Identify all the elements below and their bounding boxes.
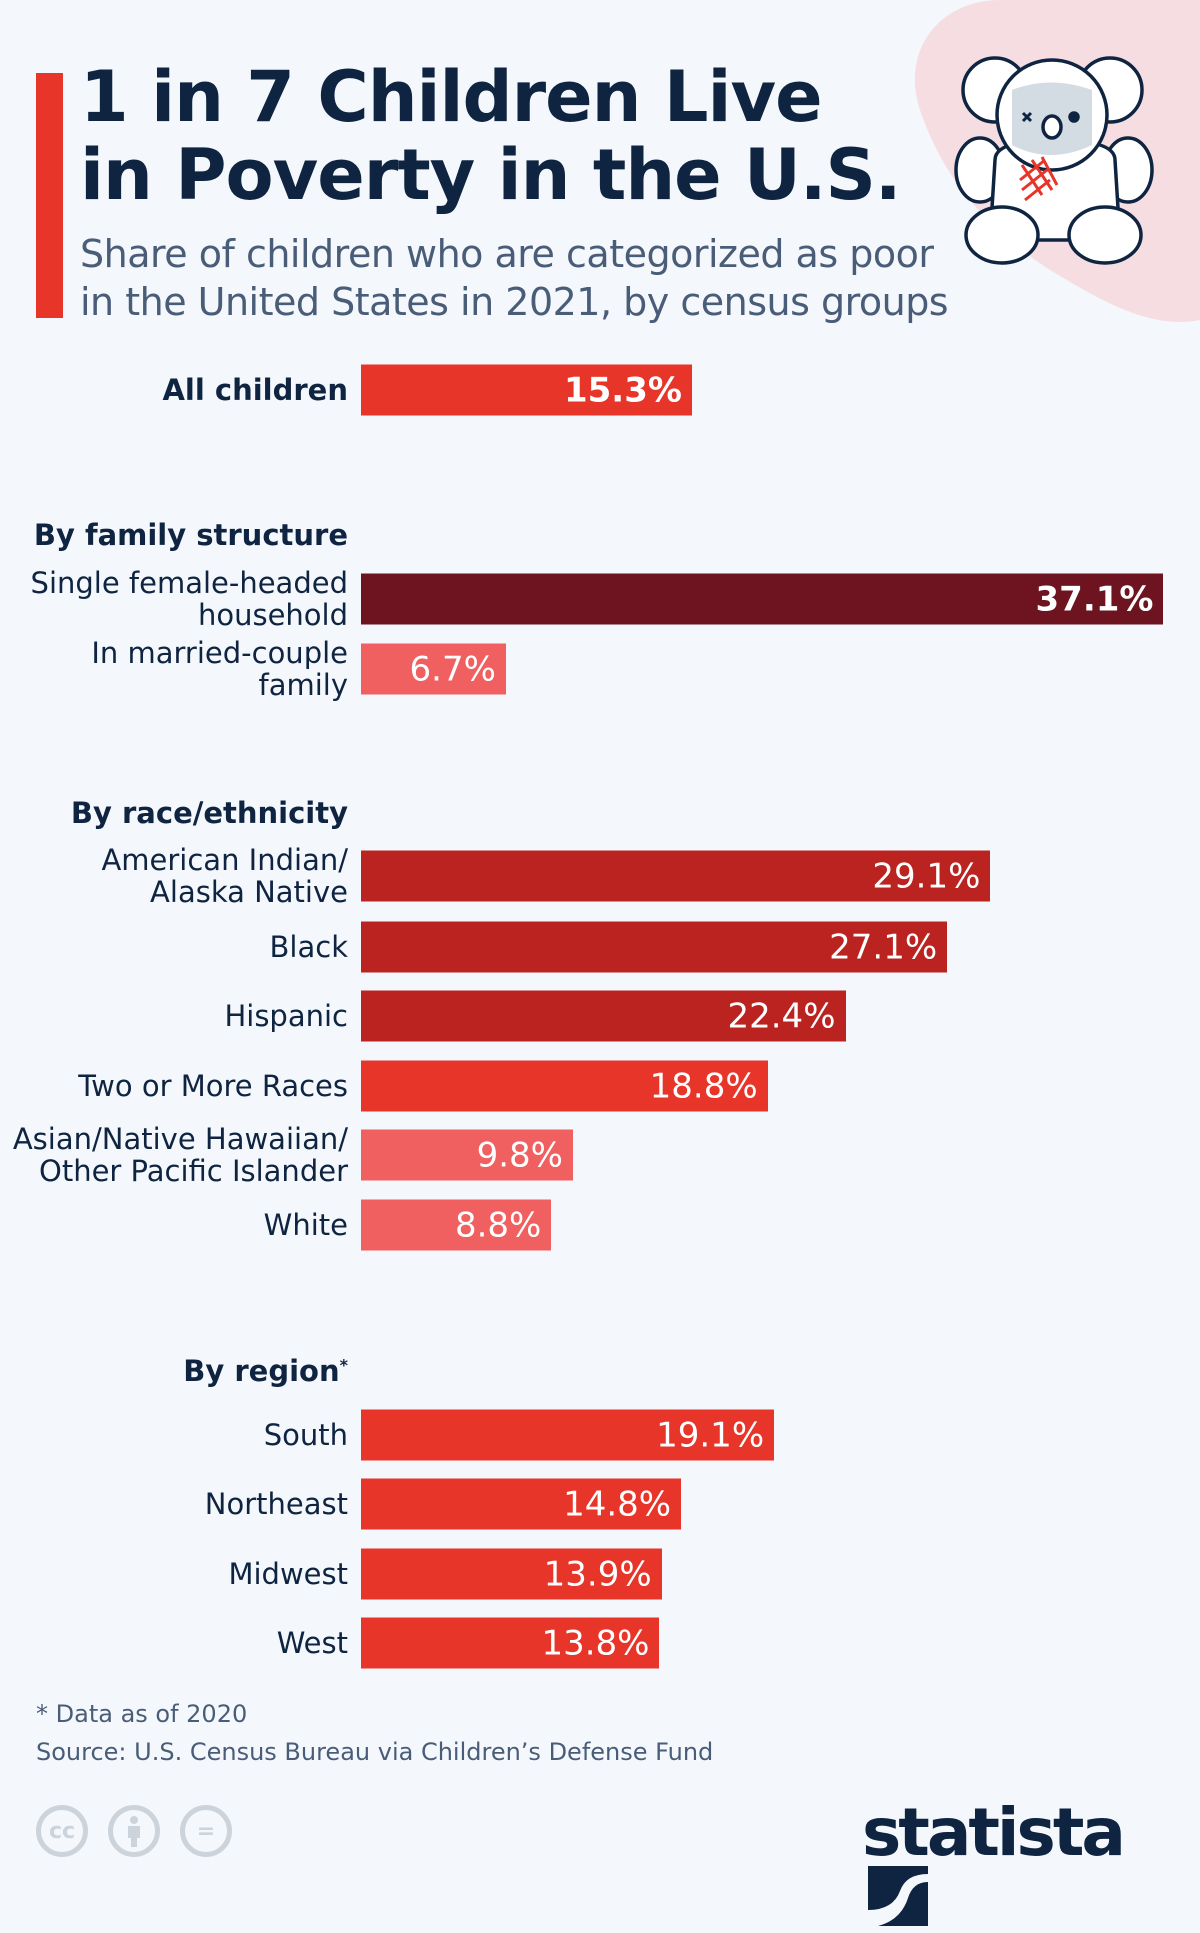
teddy-bear-icon — [954, 56, 1154, 265]
chart-title: 1 in 7 Children Live in Poverty in the U.… — [80, 56, 901, 216]
bar-label: Single female-headed household — [30, 566, 348, 632]
data-label: 27.1% — [829, 927, 938, 967]
group-header: By family structure — [33, 518, 348, 552]
bar-label: White — [263, 1208, 348, 1242]
bar: 19.1% — [361, 1409, 775, 1461]
data-label: 13.8% — [541, 1623, 650, 1663]
bar-label: All children — [162, 373, 348, 407]
bar: 6.7% — [361, 643, 506, 695]
bar: 18.8% — [361, 1060, 768, 1112]
bar-label: Two or More Races — [78, 1069, 348, 1103]
group-header: By region* — [183, 1354, 348, 1388]
bar-label: West — [276, 1626, 348, 1660]
statista-logo[interactable]: statista — [862, 1800, 1200, 1933]
data-label: 9.8% — [476, 1135, 563, 1175]
statista-logo-icon — [868, 1866, 928, 1926]
bar: 15.3% — [361, 364, 692, 416]
data-label: 22.4% — [727, 996, 836, 1036]
data-label: 13.9% — [543, 1554, 652, 1594]
data-label: 15.3% — [563, 370, 682, 410]
bar: 8.8% — [361, 1199, 552, 1251]
bar-label: American Indian/Alaska Native — [101, 843, 348, 909]
bar: 22.4% — [361, 990, 846, 1042]
bar: 9.8% — [361, 1129, 573, 1181]
bar-label: Asian/Native Hawaiian/Other Pacific Isla… — [12, 1122, 348, 1188]
attribution-icon[interactable] — [108, 1805, 160, 1857]
no-derivatives-icon[interactable]: = — [180, 1805, 232, 1857]
bar-label: South — [263, 1418, 348, 1452]
source-text: Source: U.S. Census Bureau via Children’… — [36, 1738, 714, 1766]
bar: 13.9% — [361, 1548, 662, 1600]
group-header: By race/ethnicity — [70, 796, 348, 830]
chart-subtitle: Share of children who are categorized as… — [80, 232, 949, 324]
title-accent-bar — [36, 73, 63, 318]
bar: 37.1% — [361, 573, 1164, 625]
bar: 27.1% — [361, 921, 948, 973]
bar-label: Midwest — [228, 1557, 348, 1591]
bar: 13.8% — [361, 1617, 660, 1669]
data-label: 18.8% — [649, 1066, 758, 1106]
bar: 14.8% — [361, 1478, 682, 1530]
data-label: 14.8% — [563, 1484, 672, 1524]
bar-label: Northeast — [204, 1487, 348, 1521]
data-label: 6.7% — [409, 649, 496, 689]
bar: 29.1% — [361, 850, 991, 902]
bar-label: Hispanic — [224, 999, 348, 1033]
data-label: 37.1% — [1035, 579, 1154, 619]
data-label: 29.1% — [872, 856, 981, 896]
cc-icon[interactable]: cc — [36, 1805, 88, 1857]
bar-label: In married-couple family — [91, 636, 348, 702]
data-label: 8.8% — [454, 1205, 542, 1245]
bar-label: Black — [269, 930, 348, 964]
data-label: 19.1% — [656, 1415, 765, 1455]
footnote: * Data as of 2020 — [36, 1700, 248, 1728]
